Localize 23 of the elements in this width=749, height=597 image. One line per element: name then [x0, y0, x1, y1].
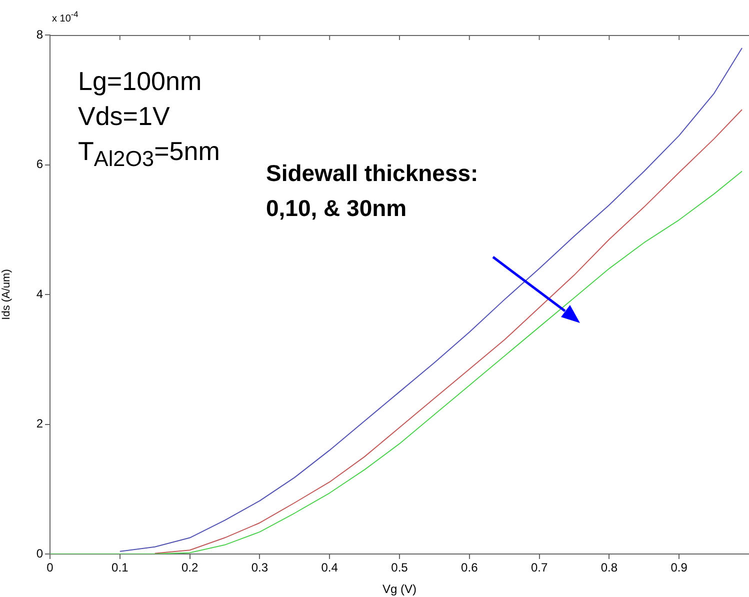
x-tick-label: 0.1: [112, 560, 129, 575]
x-tick-label: 0: [46, 560, 54, 575]
x-tick-label: 0.9: [670, 560, 688, 575]
y-tick-label: 0: [36, 546, 44, 560]
x-tick-label: 0.6: [461, 560, 478, 575]
y-tick-label: 8: [36, 27, 44, 42]
x-tick-label: 0.5: [391, 560, 408, 575]
text: x 10$^{-4}$: [52, 9, 78, 24]
y-tick-label: 6: [36, 157, 44, 172]
annotation: Sidewall thickness:: [266, 160, 478, 186]
y-tick-label: 4: [36, 286, 44, 301]
annotation: 0,10, & 30nm: [266, 195, 407, 221]
y-tick-label: 2: [36, 416, 44, 431]
y-axis-title: Ids (A/um): [0, 269, 13, 320]
annotation: T$_{Al2O3}$=5nm: [78, 136, 220, 172]
annotation: Vds=1V: [78, 101, 170, 131]
x-axis-title: Vg (V): [382, 582, 417, 596]
x-tick-label: 0.8: [600, 560, 618, 575]
x-tick-label: 0.3: [251, 560, 268, 575]
annotation: Lg=100nm: [78, 66, 202, 96]
x-tick-label: 0.7: [530, 560, 548, 575]
x-tick-label: 0.4: [321, 560, 338, 575]
x-tick-label: 0.2: [181, 560, 198, 575]
